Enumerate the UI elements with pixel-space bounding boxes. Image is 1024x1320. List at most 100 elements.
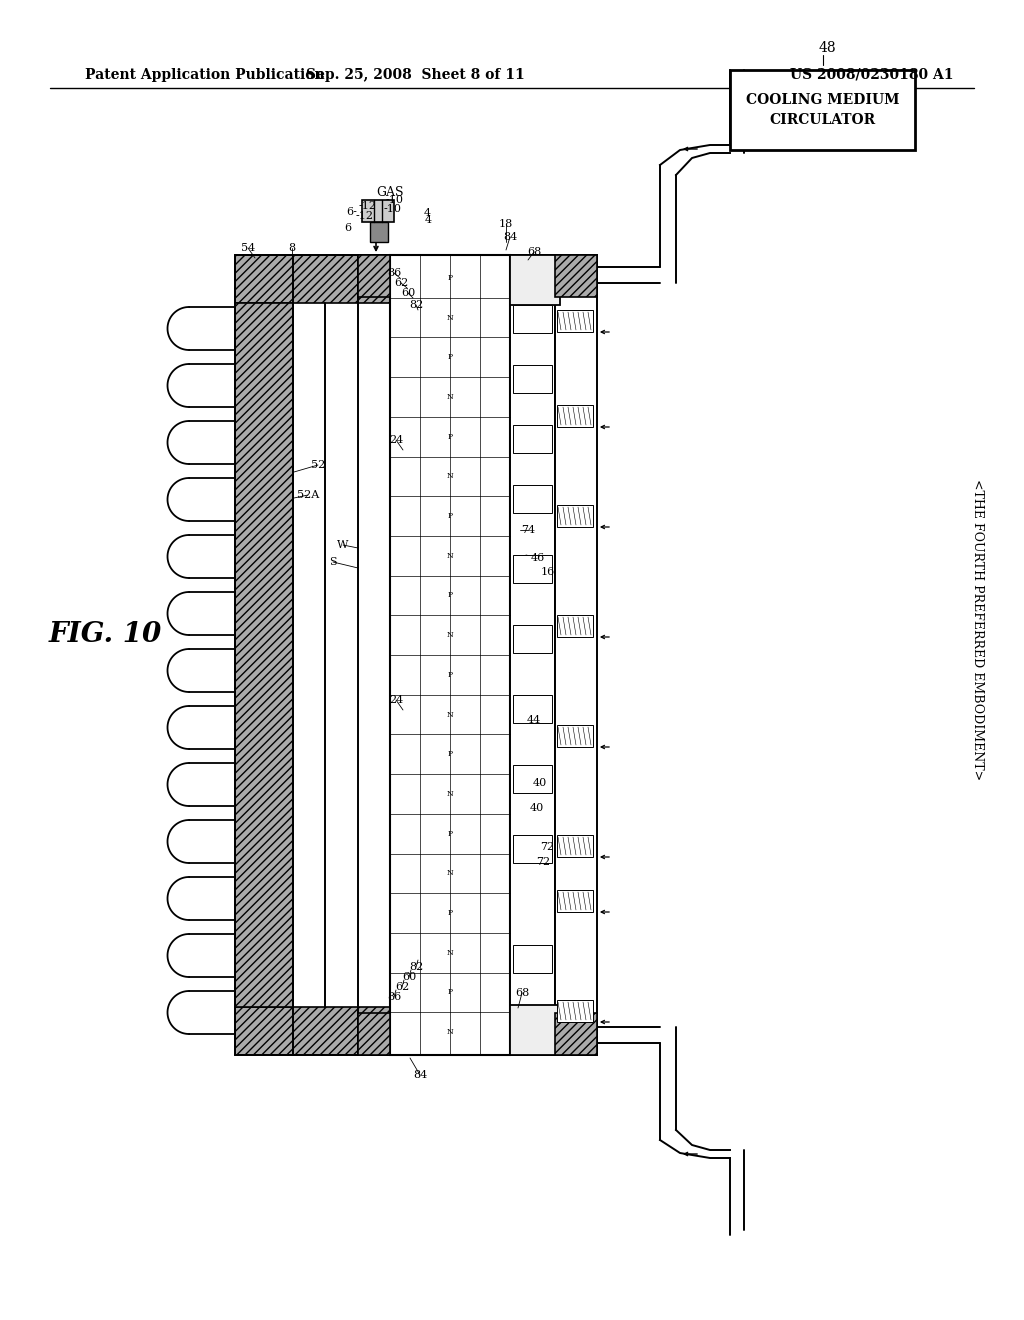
Bar	[555, 255, 597, 297]
Text: 62: 62	[394, 279, 409, 288]
Text: N: N	[446, 710, 454, 718]
Bar	[358, 255, 390, 297]
Text: -10: -10	[384, 205, 402, 214]
Bar	[557, 615, 593, 638]
Text: N: N	[446, 552, 454, 560]
Bar	[234, 255, 545, 304]
Bar	[513, 484, 552, 513]
Text: P: P	[447, 591, 453, 599]
Bar	[557, 405, 593, 426]
Text: W: W	[337, 540, 349, 550]
Bar	[513, 554, 552, 583]
Bar	[234, 304, 293, 1007]
Text: P: P	[447, 273, 453, 282]
Text: P: P	[447, 512, 453, 520]
Bar	[557, 506, 593, 527]
Text: P: P	[447, 671, 453, 678]
Text: 24: 24	[389, 696, 403, 705]
Text: S: S	[329, 557, 337, 568]
Text: N: N	[446, 314, 454, 322]
Text: N: N	[446, 393, 454, 401]
Text: P: P	[447, 909, 453, 917]
Text: 6-: 6-	[346, 207, 357, 216]
Text: P: P	[447, 830, 453, 838]
Bar	[513, 624, 552, 653]
Text: Sep. 25, 2008  Sheet 8 of 11: Sep. 25, 2008 Sheet 8 of 11	[305, 69, 524, 82]
Text: P: P	[447, 989, 453, 997]
Text: 82: 82	[409, 962, 423, 972]
Bar	[510, 255, 560, 305]
Text: 44: 44	[527, 715, 541, 725]
Bar	[513, 766, 552, 793]
Text: Patent Application Publication: Patent Application Publication	[85, 69, 325, 82]
Bar	[513, 305, 552, 333]
Text: N: N	[446, 1028, 454, 1036]
Text: <THE FOURTH PREFERRED EMBODIMENT>: <THE FOURTH PREFERRED EMBODIMENT>	[972, 479, 984, 780]
Text: 52A: 52A	[297, 490, 319, 500]
Bar	[234, 1007, 545, 1055]
Text: 84: 84	[413, 1071, 427, 1080]
Text: 74: 74	[521, 525, 536, 535]
Bar	[513, 366, 552, 393]
Text: 72: 72	[540, 842, 554, 851]
Text: 46: 46	[530, 553, 545, 564]
Text: GAS: GAS	[376, 186, 403, 199]
Bar	[370, 222, 388, 242]
Text: P: P	[447, 433, 453, 441]
Text: FIG. 10: FIG. 10	[48, 622, 162, 648]
Text: 8: 8	[289, 243, 296, 253]
Text: N: N	[446, 631, 454, 639]
Text: 60: 60	[400, 288, 415, 298]
Text: 6: 6	[344, 223, 351, 234]
Text: 60: 60	[401, 972, 416, 982]
Text: -12: -12	[359, 201, 377, 211]
Text: 54: 54	[241, 243, 255, 253]
Text: 18: 18	[499, 219, 513, 228]
Bar	[510, 255, 555, 297]
Text: 68: 68	[515, 987, 529, 998]
Text: 52: 52	[311, 459, 326, 470]
Text: 86: 86	[387, 993, 401, 1002]
Bar	[513, 425, 552, 453]
Text: N: N	[446, 789, 454, 799]
Text: -10: -10	[386, 195, 404, 205]
Text: COOLING MEDIUM
CIRCULATOR: COOLING MEDIUM CIRCULATOR	[745, 94, 899, 127]
Bar	[513, 945, 552, 973]
Text: 16: 16	[541, 568, 555, 577]
Bar	[513, 836, 552, 863]
Text: N: N	[446, 473, 454, 480]
Text: P: P	[447, 750, 453, 758]
Text: 40: 40	[529, 803, 544, 813]
Text: 86: 86	[387, 268, 401, 279]
Text: 68: 68	[527, 247, 541, 257]
Bar	[358, 1012, 390, 1055]
Text: 24: 24	[389, 436, 403, 445]
Text: -12: -12	[356, 211, 374, 220]
Text: 72: 72	[536, 857, 550, 867]
Bar	[510, 1005, 560, 1055]
Text: 62: 62	[395, 982, 410, 993]
Bar	[557, 310, 593, 333]
Bar	[362, 201, 394, 222]
Bar	[555, 255, 597, 1055]
Text: N: N	[446, 870, 454, 878]
Bar	[390, 255, 510, 1055]
Bar	[557, 725, 593, 747]
Bar	[557, 1001, 593, 1022]
Text: 82: 82	[409, 300, 423, 310]
Bar	[510, 255, 555, 1055]
Text: 84: 84	[503, 232, 517, 242]
Bar	[555, 1012, 597, 1055]
Text: 40: 40	[532, 777, 547, 788]
Text: P: P	[447, 354, 453, 362]
Bar	[513, 696, 552, 723]
Text: 4: 4	[424, 215, 431, 224]
Text: 48: 48	[818, 41, 837, 55]
Bar	[557, 890, 593, 912]
Text: US 2008/0230180 A1: US 2008/0230180 A1	[790, 69, 953, 82]
Text: N: N	[446, 949, 454, 957]
Bar	[730, 70, 915, 150]
Text: 4: 4	[424, 209, 430, 218]
Bar	[557, 836, 593, 857]
Bar	[510, 1012, 555, 1055]
